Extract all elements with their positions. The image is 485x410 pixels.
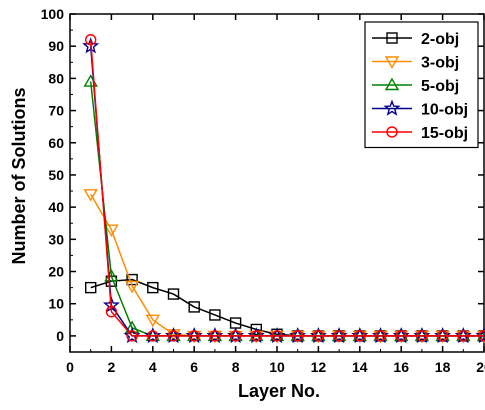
x-tick-label: 20 <box>476 359 485 375</box>
data-point <box>271 330 283 342</box>
y-tick-label: 80 <box>48 70 64 86</box>
x-axis-title: Layer No. <box>238 381 320 401</box>
data-point <box>250 330 262 342</box>
data-point <box>312 330 325 342</box>
data-point <box>188 330 200 342</box>
data-point <box>354 330 366 342</box>
legend-item: 2-obj <box>372 31 459 48</box>
data-point <box>124 320 140 334</box>
legend-item: 5-obj <box>372 77 459 95</box>
y-tick-label: 70 <box>48 103 64 119</box>
legend-item: 15-obj <box>372 125 468 142</box>
data-point <box>147 281 159 294</box>
y-tick-label: 50 <box>48 167 64 183</box>
x-tick-label: 12 <box>311 359 327 375</box>
legend-label: 3-obj <box>421 55 459 72</box>
y-tick-label: 40 <box>48 199 64 215</box>
data-point <box>416 330 428 342</box>
data-point <box>105 306 118 318</box>
data-point <box>104 224 119 238</box>
data-point <box>145 314 161 328</box>
x-tick-label: 18 <box>435 359 451 375</box>
data-point <box>478 330 485 342</box>
data-point <box>457 330 469 342</box>
legend-item: 3-obj <box>372 55 459 72</box>
series-15-obj <box>84 34 485 342</box>
data-point <box>229 330 242 342</box>
legend-marker <box>386 126 398 138</box>
x-tick-label: 10 <box>269 359 285 375</box>
data-point <box>395 330 407 342</box>
y-tick-label: 0 <box>56 328 64 344</box>
data-point <box>188 301 200 313</box>
x-tick-label: 4 <box>149 359 157 375</box>
data-point <box>250 323 263 336</box>
y-axis-title: Number of Solutions <box>9 88 29 265</box>
data-point <box>292 330 304 342</box>
series-line <box>90 278 484 337</box>
data-point <box>84 281 97 294</box>
legend-marker <box>384 77 400 91</box>
data-point <box>167 288 180 300</box>
y-tick-label: 60 <box>48 135 64 151</box>
legend-marker <box>383 99 401 116</box>
x-tick-label: 6 <box>190 359 198 375</box>
legend-label: 15-obj <box>421 125 468 142</box>
data-point <box>167 330 180 342</box>
legend: 2-obj 3-obj 5-obj 10-obj 15-obj <box>364 21 479 149</box>
y-tick-label: 100 <box>41 6 65 22</box>
series-3-obj <box>83 189 485 344</box>
data-point <box>333 330 345 342</box>
legend-marker <box>384 56 400 69</box>
y-tick-label: 30 <box>48 231 64 247</box>
x-tick-label: 2 <box>108 359 116 375</box>
axes: 0 2 4 6 8 10 12 14 16 18 20 0 10 20 30 40 50 60 70 80 90 100 <box>41 6 485 375</box>
data-point <box>436 330 449 342</box>
y-tick-label: 20 <box>48 264 64 280</box>
legend-label: 2-obj <box>421 31 459 48</box>
data-point <box>84 34 97 46</box>
data-point <box>147 330 159 342</box>
y-tick-label: 10 <box>48 296 64 312</box>
series-line <box>89 39 484 337</box>
x-tick-label: 14 <box>352 359 368 375</box>
y-tick-label: 90 <box>48 38 64 54</box>
series-group <box>82 34 485 344</box>
data-point <box>209 330 221 342</box>
data-point <box>83 189 98 202</box>
x-tick-label: 8 <box>232 359 240 375</box>
data-point <box>209 309 221 321</box>
legend-label: 5-obj <box>421 78 459 95</box>
legend-marker <box>386 32 398 44</box>
x-tick-label: 16 <box>393 359 409 375</box>
legend-label: 10-obj <box>421 102 468 119</box>
data-point <box>126 330 138 342</box>
x-tick-label: 0 <box>66 359 74 375</box>
data-point <box>374 330 387 342</box>
legend-item: 10-obj <box>372 99 468 119</box>
data-point <box>124 280 140 294</box>
